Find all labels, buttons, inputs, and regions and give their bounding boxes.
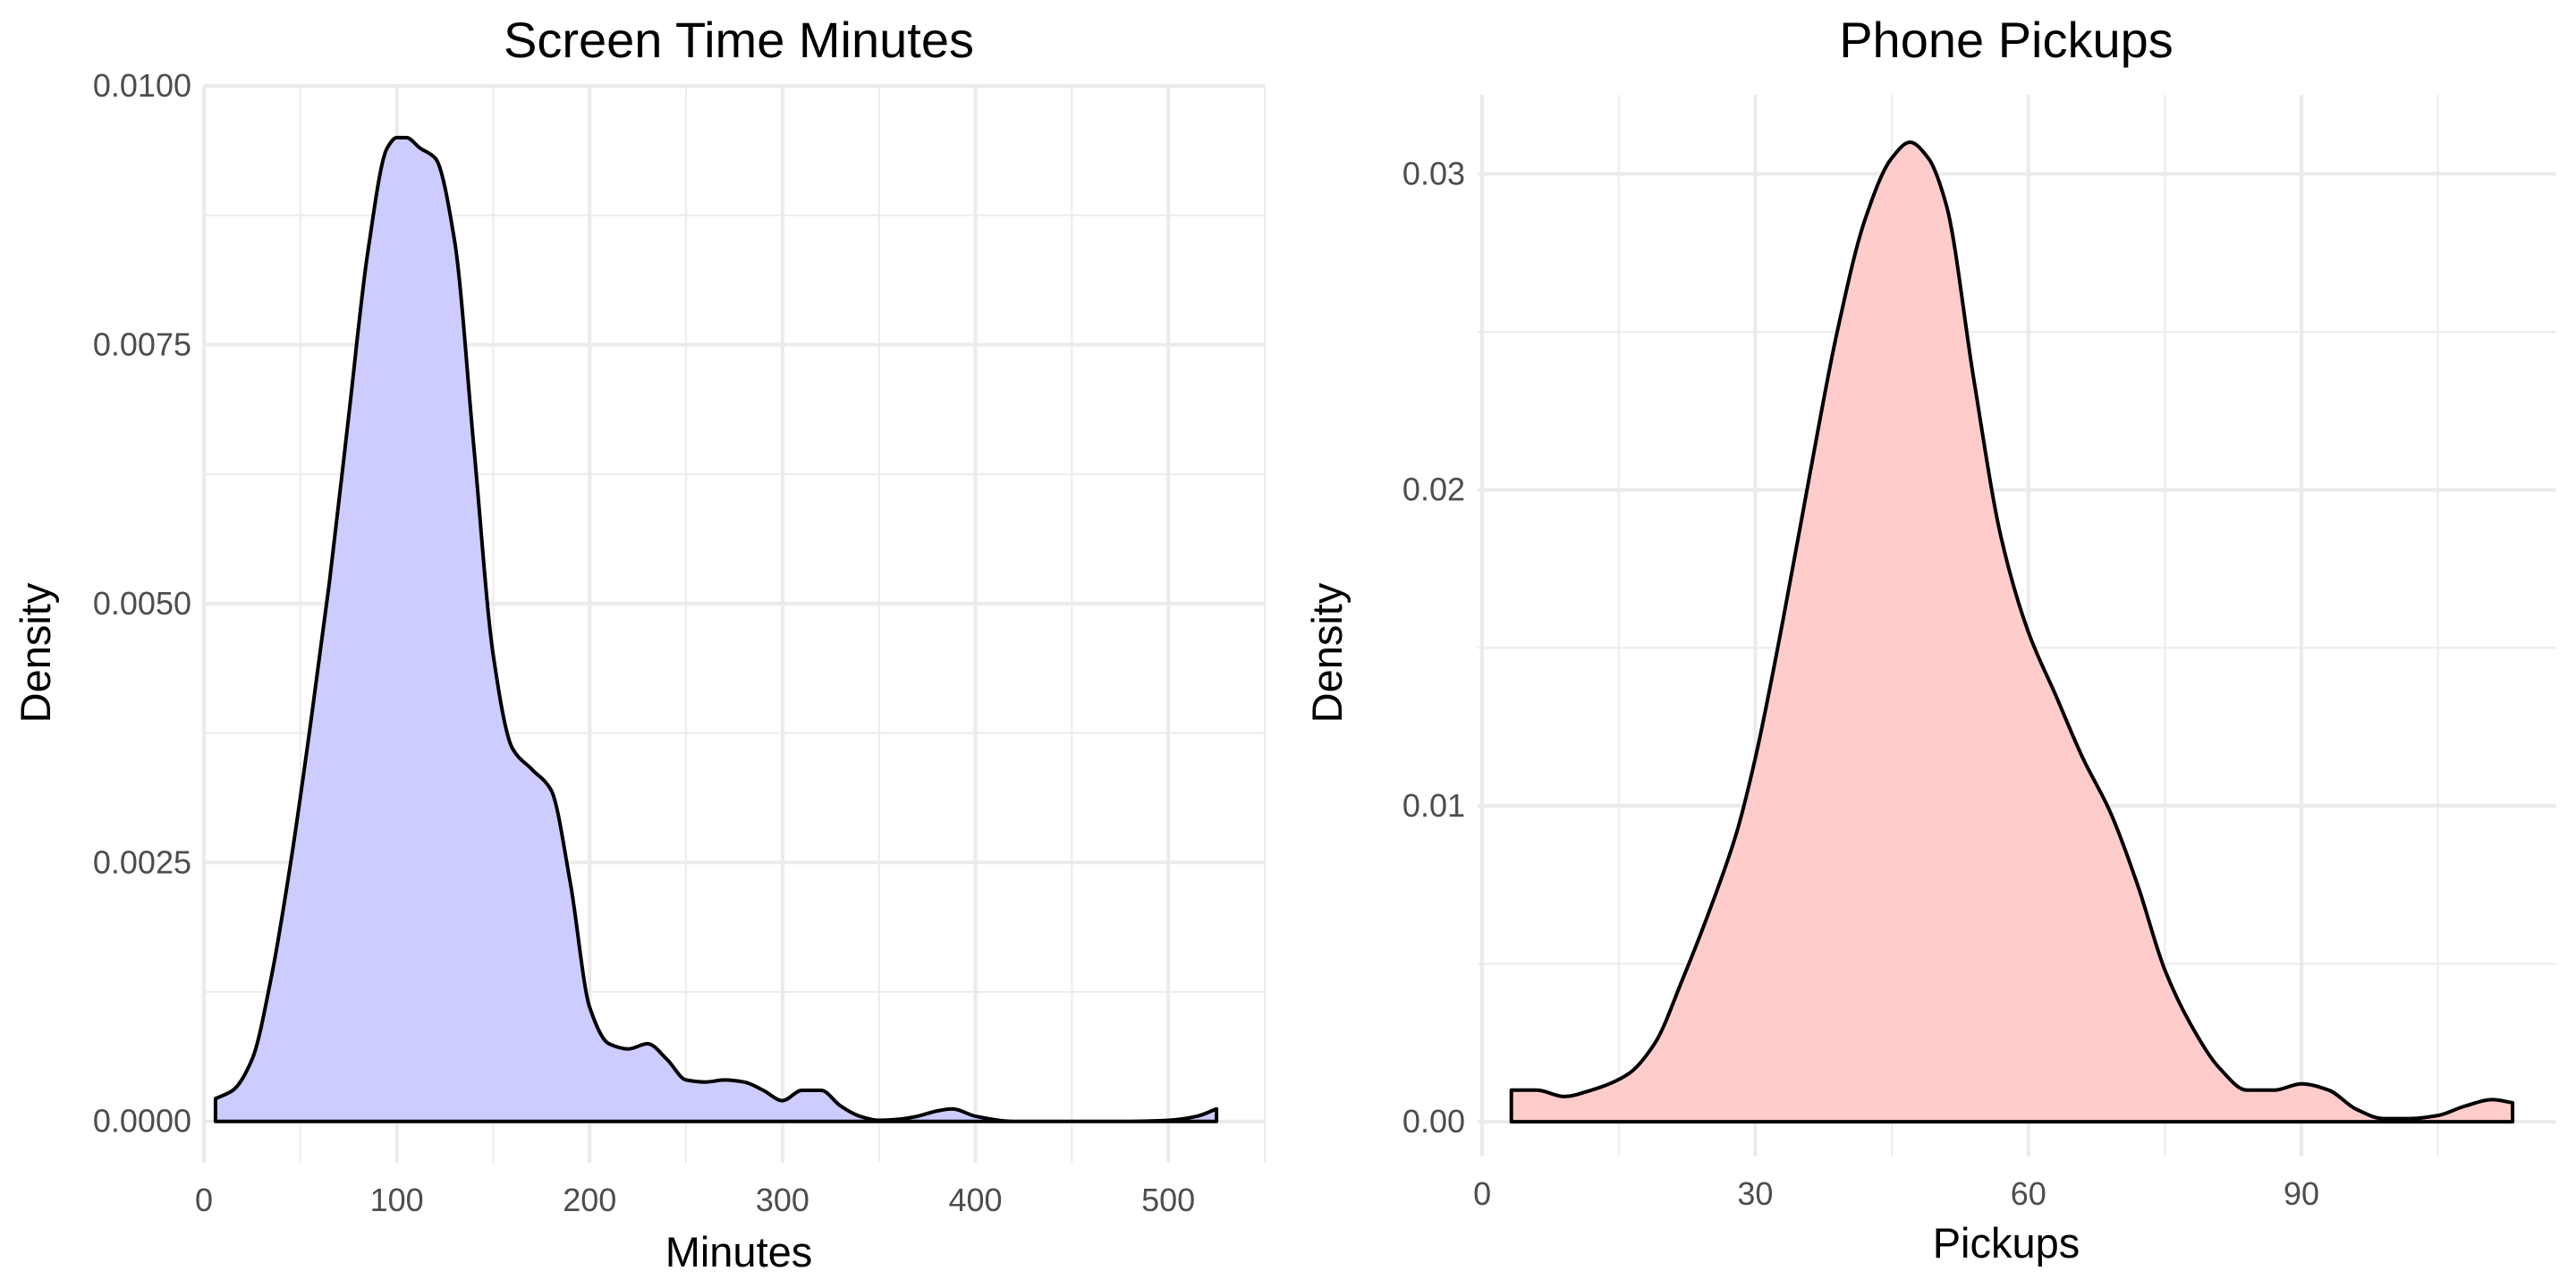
phone-pickups-y-tick-label: 0.03 bbox=[1402, 155, 1465, 191]
screen-time-density-panel: Screen Time Minutes Minutes Density 0 100… bbox=[12, 12, 1266, 1275]
screen-time-y-tick-label: 0.0050 bbox=[93, 585, 191, 622]
phone-pickups-y-axis-title: Density bbox=[1303, 582, 1351, 723]
phone-pickups-y-tick-label: 0.02 bbox=[1402, 471, 1465, 508]
screen-time-x-axis-title: Minutes bbox=[665, 1228, 813, 1275]
phone-pickups-density-area bbox=[1511, 142, 2513, 1123]
screen-time-x-tick-label: 300 bbox=[756, 1182, 809, 1218]
screen-time-density-area bbox=[215, 137, 1217, 1122]
screen-time-x-tick-label: 200 bbox=[563, 1182, 616, 1218]
phone-pickups-x-tick-label: 0 bbox=[1473, 1175, 1491, 1212]
phone-pickups-x-axis-title: Pickups bbox=[1933, 1219, 2080, 1267]
phone-pickups-density-outline bbox=[1509, 140, 2515, 1124]
screen-time-x-tick-label: 500 bbox=[1141, 1182, 1195, 1218]
phone-pickups-x-tick-label: 30 bbox=[1737, 1175, 1773, 1212]
phone-pickups-y-tick-label: 0.01 bbox=[1402, 787, 1465, 824]
phone-pickups-density-panel: Phone Pickups Pickups Density 0 30 60 90 0.0… bbox=[1303, 12, 2556, 1267]
screen-time-x-tick-label: 400 bbox=[949, 1182, 1003, 1218]
screen-time-y-tick-label: 0.0075 bbox=[93, 326, 191, 362]
screen-time-density-outline bbox=[213, 135, 1219, 1123]
phone-pickups-x-tick-label: 60 bbox=[2011, 1175, 2046, 1212]
screen-time-title: Screen Time Minutes bbox=[504, 12, 974, 68]
screen-time-x-tick-label: 0 bbox=[195, 1182, 213, 1218]
screen-time-y-axis-title: Density bbox=[12, 582, 59, 723]
screen-time-y-tick-label: 0.0100 bbox=[93, 67, 191, 104]
phone-pickups-title: Phone Pickups bbox=[1839, 12, 2174, 68]
screen-time-x-tick-label: 100 bbox=[370, 1182, 424, 1218]
screen-time-y-tick-label: 0.0000 bbox=[93, 1103, 191, 1140]
phone-pickups-x-tick-label: 90 bbox=[2284, 1175, 2319, 1212]
phone-pickups-y-tick-label: 0.00 bbox=[1402, 1103, 1465, 1140]
screen-time-y-tick-label: 0.0025 bbox=[93, 843, 191, 880]
